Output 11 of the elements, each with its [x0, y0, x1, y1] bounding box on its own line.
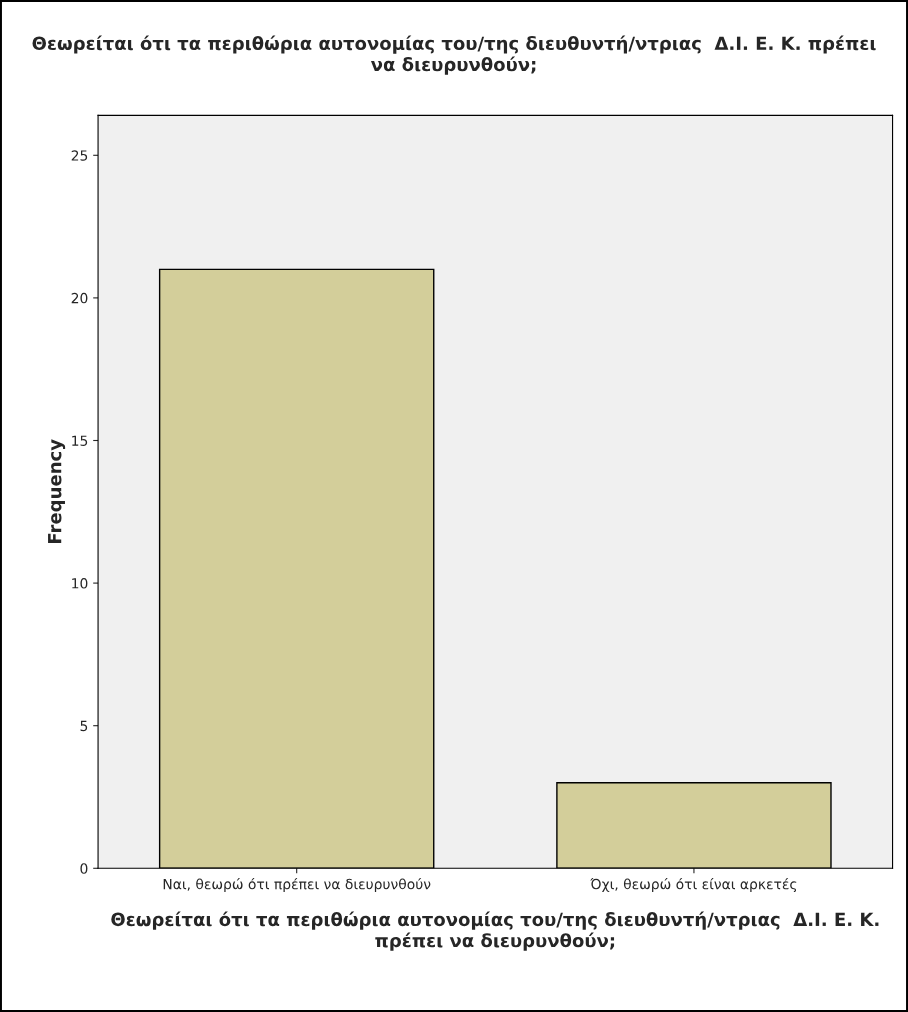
x-tick-label: Ναι, θεωρώ ότι πρέπει να διευρυνθούν	[163, 878, 431, 893]
x-axis-title: Θεωρείται ότι τα περιθώρια αυτονομίας του/της διευθυντή/ντριας Δ.Ι. Ε. Κ. πρέπει να διευρυνθούν;	[111, 911, 879, 951]
y-axis-title: Frequency	[48, 439, 66, 544]
x-tick-label: Όχι, θεωρώ ότι είναι αρκετές	[590, 878, 797, 893]
y-tick-label: 15	[72, 435, 88, 446]
y-tick-label: 0	[80, 863, 88, 874]
y-tick-label: 10	[72, 578, 88, 589]
y-tick-label: 20	[71, 292, 88, 304]
chart-title: Θεωρείται ότι τα περιθώρια αυτονομίας του/της διευθυντή/ντριας Δ.Ι. Ε. Κ. πρέπει να διευρυνθούν;	[32, 35, 876, 75]
y-tick-label: 5	[80, 720, 88, 732]
y-tick-label: 25	[71, 150, 88, 161]
